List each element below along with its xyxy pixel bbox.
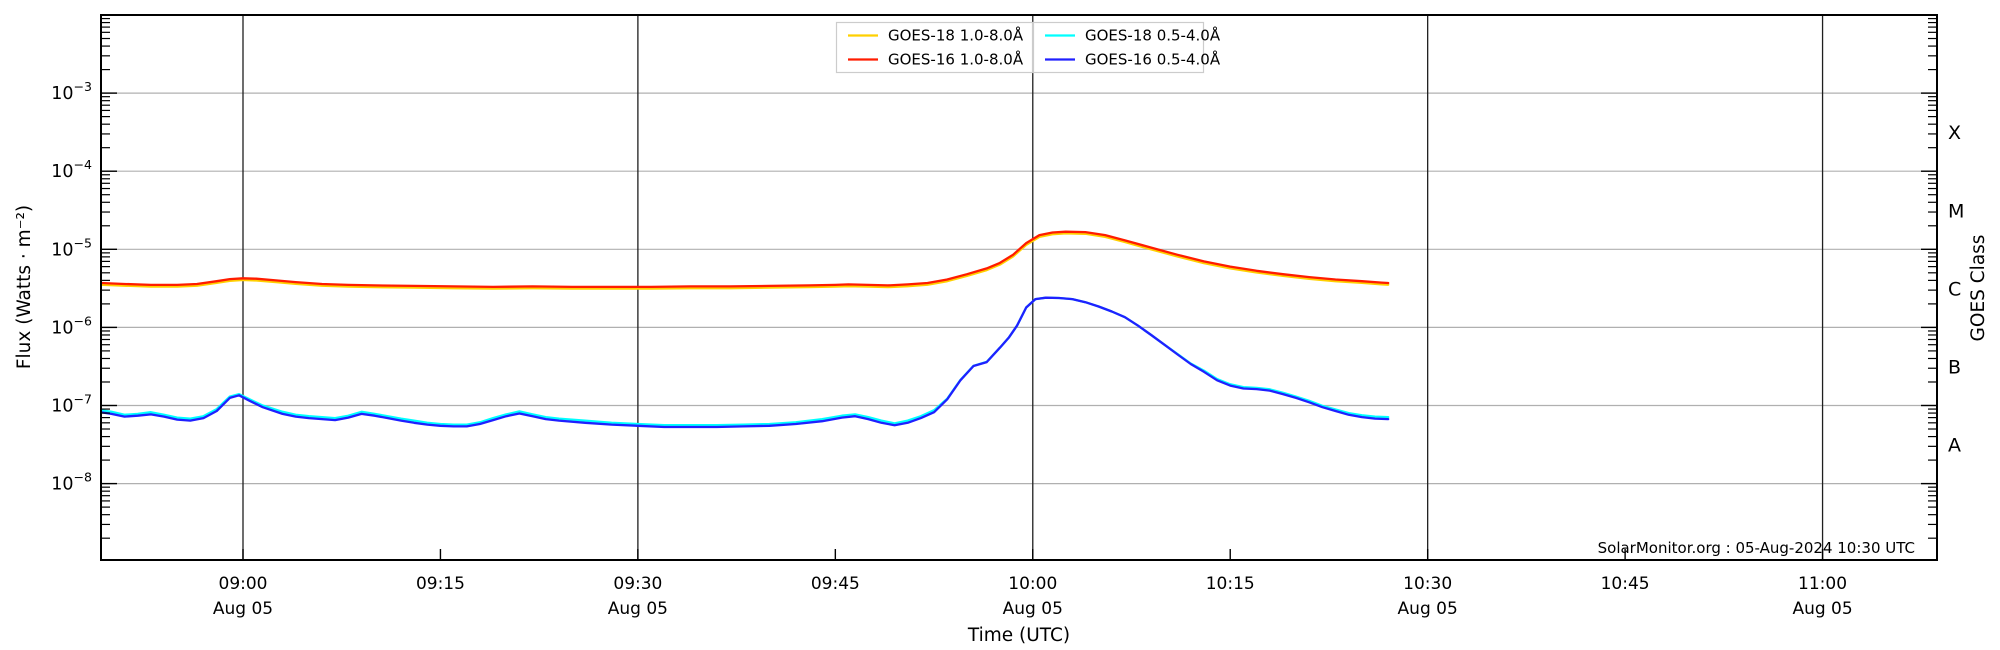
svg-text:10:45: 10:45 bbox=[1601, 574, 1650, 594]
svg-text:Aug 05: Aug 05 bbox=[213, 599, 273, 619]
watermark-text: SolarMonitor.org : 05-Aug-2024 10:30 UTC bbox=[1598, 539, 1915, 557]
legend-label-goes16-long: GOES-16 1.0-8.0Å bbox=[888, 50, 1024, 69]
svg-text:Aug 05: Aug 05 bbox=[1792, 599, 1852, 619]
svg-text:10−6: 10−6 bbox=[51, 313, 92, 338]
axis-ticks bbox=[101, 17, 1937, 560]
x-axis-title: Time (UTC) bbox=[967, 625, 1070, 646]
legend-label-goes18-short: GOES-18 0.5-4.0Å bbox=[1085, 26, 1221, 45]
svg-text:Aug 05: Aug 05 bbox=[1003, 599, 1063, 619]
goes-class-letters: X M C B A bbox=[1948, 122, 1964, 456]
svg-text:11:00: 11:00 bbox=[1798, 574, 1847, 594]
y-axis-title-left: Flux (Watts · m⁻²) bbox=[14, 205, 35, 369]
svg-text:10:30: 10:30 bbox=[1403, 574, 1452, 594]
svg-text:10:15: 10:15 bbox=[1206, 574, 1255, 594]
legend-box-short bbox=[1032, 21, 1205, 74]
svg-text:C: C bbox=[1948, 278, 1961, 300]
data-series bbox=[101, 230, 1390, 429]
svg-text:X: X bbox=[1948, 122, 1961, 144]
svg-text:09:45: 09:45 bbox=[811, 574, 860, 594]
svg-text:09:30: 09:30 bbox=[613, 574, 662, 594]
svg-text:09:00: 09:00 bbox=[219, 574, 268, 594]
svg-text:10−4: 10−4 bbox=[51, 157, 92, 182]
legend-label-goes18-long: GOES-18 1.0-8.0Å bbox=[888, 26, 1024, 45]
y-tick-labels: 10−3 10−4 10−5 10−6 10−7 10−8 bbox=[51, 79, 92, 495]
y-axis-title-right: GOES Class bbox=[1968, 235, 1989, 342]
svg-text:10:00: 10:00 bbox=[1008, 574, 1057, 594]
x-tick-labels: 09:00 Aug 05 09:15 09:30 Aug 05 09:45 10:00 Aug… bbox=[213, 574, 1853, 619]
svg-text:10−3: 10−3 bbox=[51, 79, 92, 104]
svg-text:Aug 05: Aug 05 bbox=[1398, 599, 1458, 619]
svg-text:10−8: 10−8 bbox=[51, 470, 92, 495]
svg-text:A: A bbox=[1948, 435, 1961, 457]
plot-frame bbox=[100, 14, 1938, 561]
legend: GOES-18 1.0-8.0Å GOES-16 1.0-8.0Å GOES-1… bbox=[835, 21, 1221, 74]
svg-text:M: M bbox=[1948, 200, 1964, 222]
svg-text:10−7: 10−7 bbox=[51, 392, 92, 417]
svg-text:10−5: 10−5 bbox=[51, 235, 92, 260]
legend-box-long bbox=[835, 21, 1034, 74]
svg-text:09:15: 09:15 bbox=[416, 574, 465, 594]
legend-label-goes16-short: GOES-16 0.5-4.0Å bbox=[1085, 50, 1221, 69]
svg-text:Aug 05: Aug 05 bbox=[608, 599, 668, 619]
svg-text:B: B bbox=[1948, 356, 1961, 378]
